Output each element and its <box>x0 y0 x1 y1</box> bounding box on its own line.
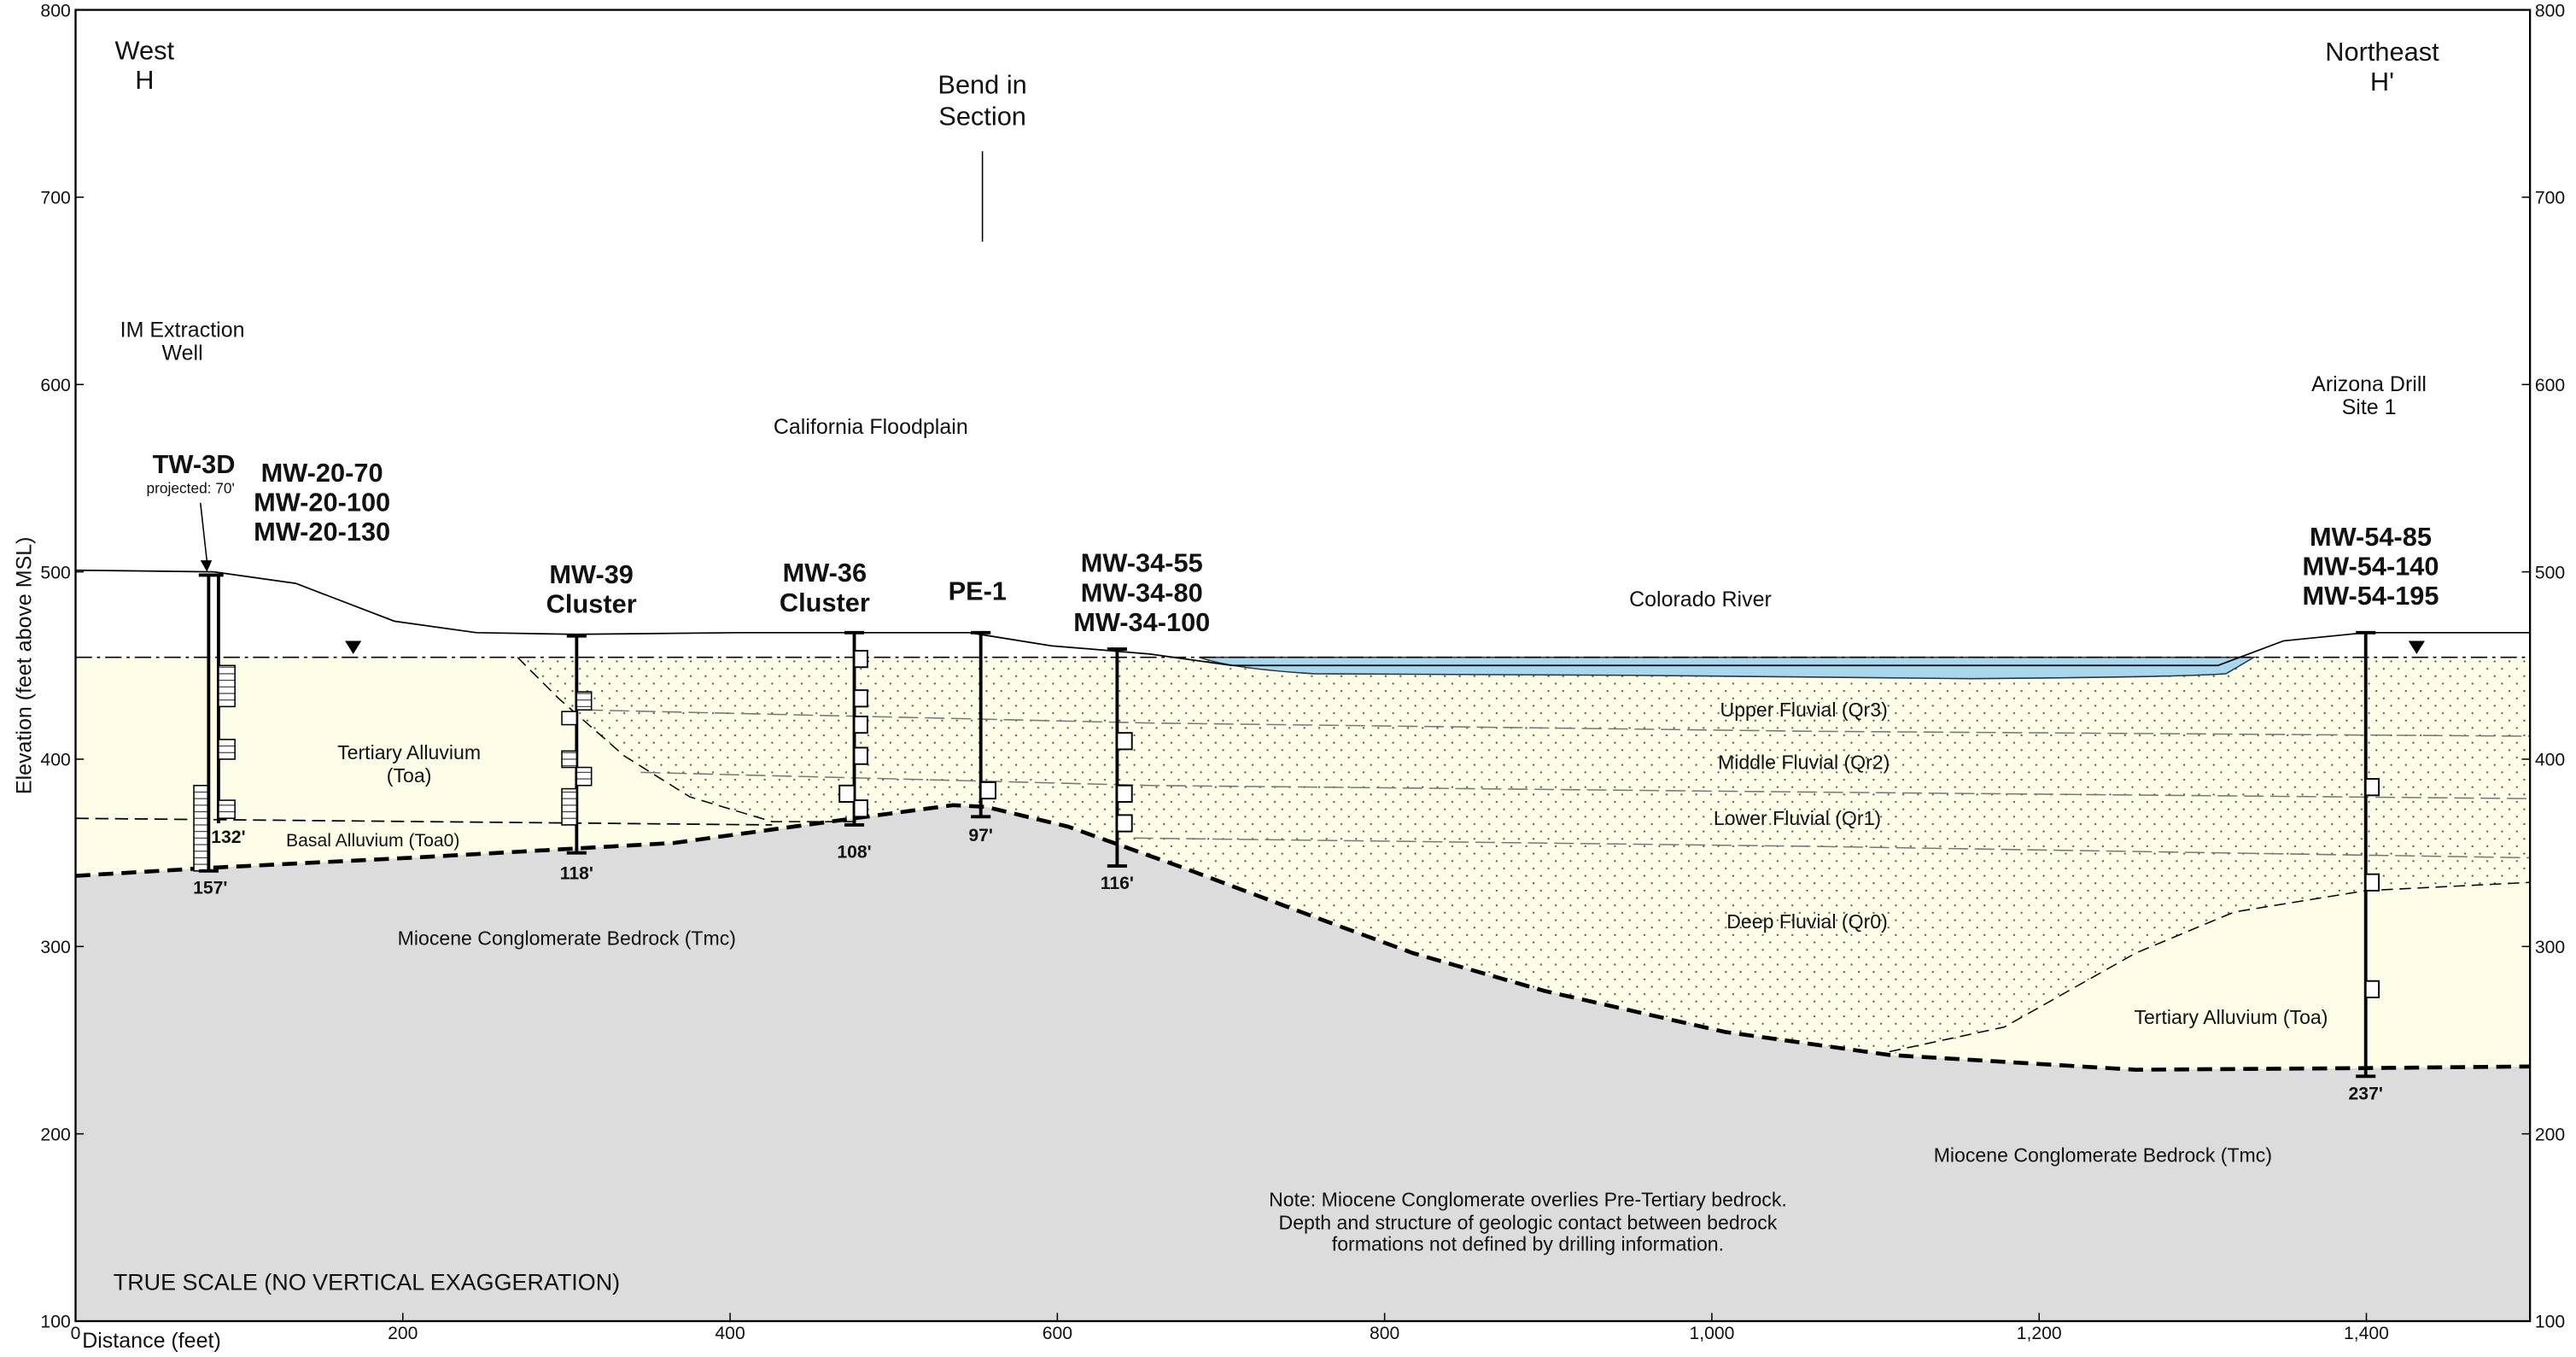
well-label: Cluster <box>780 588 870 617</box>
unit-label: Tertiary Alluvium <box>337 741 481 763</box>
unit-label: Miocene Conglomerate Bedrock (Tmc) <box>1934 1144 2272 1166</box>
well-label: MW-34-55 <box>1081 548 1203 578</box>
well-depth: 116' <box>1101 874 1134 893</box>
x-tick-label: 200 <box>388 1324 418 1343</box>
well-label: PE-1 <box>949 576 1007 605</box>
unit-label: (Toa) <box>387 764 432 787</box>
well-depth: 97' <box>968 826 993 845</box>
y-axis-label: Elevation (feet above MSL) <box>13 537 37 795</box>
y2-tick-label: 500 <box>2535 563 2565 582</box>
section-end: H' <box>2370 67 2394 97</box>
well-depth: 237' <box>2349 1084 2383 1103</box>
y-tick-label: 700 <box>40 189 70 208</box>
location-label: Colorado River <box>1629 588 1772 611</box>
y2-tick-label: 800 <box>2535 1 2565 20</box>
y-tick-label: 200 <box>40 1125 70 1144</box>
page: { "axes": { "x_label": "Distance (feet)"… <box>0 0 2576 1357</box>
y2-tick-label: 100 <box>2535 1313 2565 1332</box>
section-end: West <box>115 35 175 65</box>
well-label: MW-54-140 <box>2302 551 2439 581</box>
y2-tick-label: 700 <box>2535 189 2565 208</box>
bend-label: Bend in <box>938 70 1026 100</box>
well-label: MW-34-100 <box>1073 607 1210 637</box>
well-label: Cluster <box>546 589 637 619</box>
x-tick-label: 1,400 <box>2344 1324 2389 1343</box>
unit-label: Deep Fluvial (Qr0) <box>1726 910 1888 933</box>
unit-label: Lower Fluvial (Qr1) <box>1714 807 1881 829</box>
y-tick-label: 800 <box>40 1 70 20</box>
well-label: MW-54-195 <box>2302 581 2439 611</box>
location-label: California Floodplain <box>774 415 968 439</box>
well-label: MW-36 <box>783 558 867 588</box>
well-note: projected: 70' <box>147 479 235 496</box>
y2-tick-label: 600 <box>2535 376 2565 395</box>
well-label: MW-20-130 <box>254 517 390 547</box>
cross-section: 0 200 400 600 800 1,000 1,200 1,400 100 100 200 200… <box>0 0 2576 1357</box>
note-line: Note: Miocene Conglomerate overlies Pre-… <box>1269 1188 1787 1210</box>
ground-surface <box>76 570 2531 666</box>
x-axis-label: Distance (feet) <box>82 1329 221 1353</box>
y2-tick-label: 300 <box>2535 938 2565 957</box>
well-label: MW-20-100 <box>254 487 390 517</box>
well-label: MW-39 <box>549 559 634 589</box>
y-tick-label: 600 <box>40 376 70 395</box>
x-tick-label: 1,000 <box>1689 1324 1734 1343</box>
well-depth: 108' <box>837 842 871 862</box>
x-tick-label: 600 <box>1043 1324 1072 1343</box>
x-tick-label: 0 <box>71 1324 81 1343</box>
unit-label: Miocene Conglomerate Bedrock (Tmc) <box>398 927 736 949</box>
y-tick-label: 100 <box>40 1313 70 1332</box>
x-tick-label: 800 <box>1370 1324 1399 1343</box>
bend-label: Section <box>938 101 1026 131</box>
unit-label: Upper Fluvial (Qr3) <box>1720 699 1888 721</box>
well-label: MW-34-80 <box>1081 577 1203 607</box>
water-table-symbol <box>2409 640 2425 653</box>
scale-note: TRUE SCALE (NO VERTICAL EXAGGERATION) <box>114 1269 620 1295</box>
unit-label: Tertiary Alluvium (Toa) <box>2134 1006 2328 1028</box>
y-tick-label: 500 <box>40 563 70 582</box>
well-label: TW-3D <box>153 449 236 479</box>
well-label: MW-54-85 <box>2310 522 2432 552</box>
well-depth: 132' <box>211 828 245 847</box>
water-table-symbol <box>345 640 361 653</box>
location-label: Site 1 <box>2342 395 2397 419</box>
note-line: formations not defined by drilling infor… <box>1332 1232 1724 1255</box>
unit-label: Basal Alluvium (Toa0) <box>286 831 459 851</box>
well-label: MW-20-70 <box>261 458 383 488</box>
y2-tick-label: 200 <box>2535 1125 2565 1144</box>
location-label: Well <box>161 341 202 365</box>
section-end: Northeast <box>2325 37 2439 67</box>
well-depth: 118' <box>560 863 593 883</box>
well-depth: 157' <box>193 879 227 898</box>
note-line: Depth and structure of geologic contact … <box>1279 1211 1778 1233</box>
x-tick-label: 1,200 <box>2017 1324 2062 1343</box>
y2-tick-label: 400 <box>2535 751 2565 770</box>
y-tick-label: 300 <box>40 938 70 957</box>
location-label: IM Extraction <box>120 318 245 342</box>
unit-label: Middle Fluvial (Qr2) <box>1718 752 1890 774</box>
x-tick-label: 400 <box>715 1324 745 1343</box>
section-end: H <box>135 65 154 95</box>
location-label: Arizona Drill <box>2311 372 2427 396</box>
y-tick-label: 400 <box>40 751 70 770</box>
